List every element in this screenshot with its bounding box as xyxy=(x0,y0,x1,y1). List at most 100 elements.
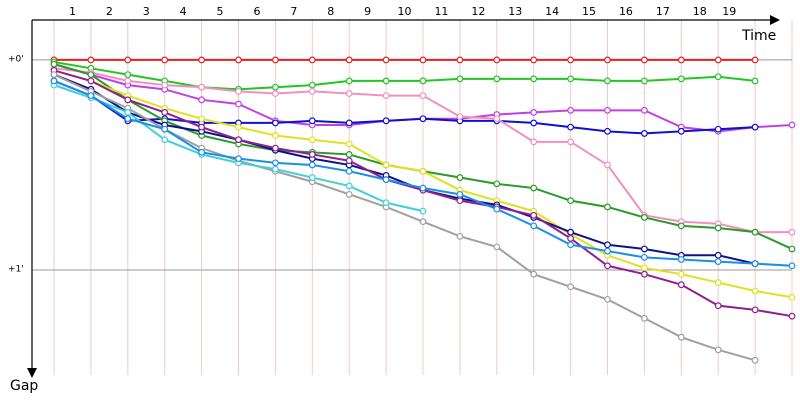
data-point xyxy=(124,96,132,104)
data-point xyxy=(530,109,538,116)
data-point xyxy=(235,100,242,108)
data-point xyxy=(382,92,390,100)
data-point xyxy=(751,56,759,64)
y-tick-label: +0' xyxy=(8,54,24,64)
data-point xyxy=(161,136,169,144)
x-tick-label: 16 xyxy=(619,5,633,18)
series xyxy=(50,77,796,270)
data-point xyxy=(604,77,611,85)
x-tick-label: 4 xyxy=(180,5,187,18)
data-point xyxy=(235,155,242,163)
data-point xyxy=(382,161,390,169)
data-point xyxy=(419,207,427,215)
data-point xyxy=(493,205,501,213)
data-point xyxy=(567,123,574,131)
data-point xyxy=(567,241,574,249)
data-point xyxy=(308,161,316,169)
data-point xyxy=(235,56,242,64)
series xyxy=(50,71,759,268)
data-point xyxy=(124,109,132,116)
data-point xyxy=(345,90,353,97)
data-point xyxy=(530,119,538,127)
data-point xyxy=(272,144,279,152)
data-point xyxy=(677,333,685,341)
data-point xyxy=(419,56,427,64)
data-point xyxy=(714,251,722,259)
data-point xyxy=(714,73,722,81)
data-point xyxy=(272,56,279,64)
data-point xyxy=(308,151,316,158)
series-line xyxy=(53,73,756,265)
data-point xyxy=(272,132,279,139)
data-point xyxy=(345,157,353,165)
x-tick-label: 8 xyxy=(327,5,334,18)
data-point xyxy=(641,270,648,278)
data-point xyxy=(456,190,464,198)
data-point xyxy=(272,165,279,173)
y-arrow xyxy=(27,368,37,378)
data-point xyxy=(751,356,759,364)
data-point xyxy=(567,106,574,114)
data-point xyxy=(604,247,611,255)
data-point xyxy=(530,56,538,64)
x-tick-label: 18 xyxy=(693,5,707,18)
data-point xyxy=(456,56,464,64)
data-point xyxy=(567,235,574,242)
data-point xyxy=(124,115,132,123)
data-point xyxy=(198,56,206,64)
data-point xyxy=(308,136,316,144)
data-point xyxy=(308,117,316,125)
data-point xyxy=(751,123,759,131)
data-point xyxy=(198,83,206,91)
x-tick-label: 19 xyxy=(722,5,736,18)
data-point xyxy=(677,127,685,135)
data-point xyxy=(50,71,58,79)
data-point xyxy=(198,115,206,123)
data-point xyxy=(530,211,538,219)
x-tick-label: 6 xyxy=(253,5,260,18)
data-point xyxy=(641,56,648,64)
data-point xyxy=(714,346,722,354)
data-point xyxy=(345,56,353,64)
data-point xyxy=(604,106,611,114)
data-point xyxy=(788,245,796,253)
data-point xyxy=(272,90,279,97)
data-point xyxy=(567,138,574,146)
data-point xyxy=(50,60,58,68)
data-point xyxy=(87,71,95,79)
data-point xyxy=(604,262,611,270)
data-point xyxy=(198,148,206,156)
data-point xyxy=(641,130,648,137)
data-point xyxy=(530,270,538,278)
data-point xyxy=(235,88,242,95)
data-point xyxy=(308,174,316,181)
series-line xyxy=(53,61,756,91)
x-tick-label: 10 xyxy=(398,5,412,18)
data-point xyxy=(272,159,279,167)
data-point xyxy=(677,56,685,64)
data-point xyxy=(714,302,722,310)
data-point xyxy=(641,245,648,253)
data-point xyxy=(751,228,759,236)
data-point xyxy=(714,224,722,232)
data-point xyxy=(751,287,759,295)
data-point xyxy=(641,214,648,221)
x-tick-label: 11 xyxy=(434,5,448,18)
data-point xyxy=(272,119,279,127)
data-point xyxy=(419,92,427,100)
x-tick-label: 7 xyxy=(290,5,297,18)
data-point xyxy=(530,184,538,192)
data-point xyxy=(382,77,390,85)
data-point xyxy=(50,77,58,85)
data-point xyxy=(198,123,206,131)
data-point xyxy=(382,176,390,184)
data-point xyxy=(345,182,353,190)
data-point xyxy=(788,228,796,236)
data-point xyxy=(788,262,796,270)
data-point xyxy=(604,241,611,249)
data-point xyxy=(751,260,759,268)
data-point xyxy=(419,115,427,123)
x-tick-label: 17 xyxy=(656,5,670,18)
data-point xyxy=(788,312,796,320)
